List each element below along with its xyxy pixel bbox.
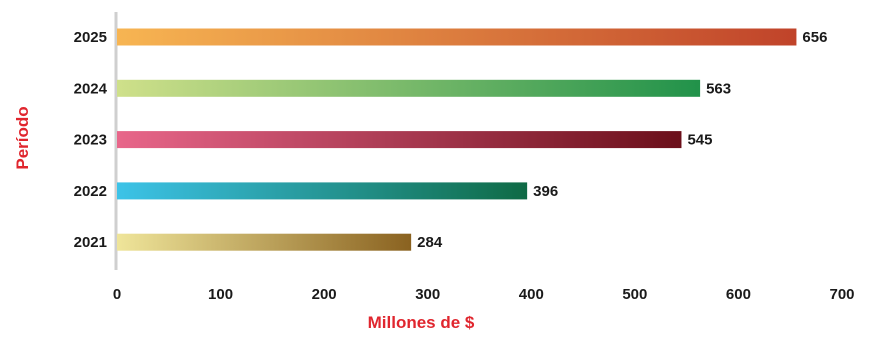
bars-layer: 2025 656 2024 563 2023 545 2022 396 2021 284 <box>74 28 827 251</box>
x-axis-title: Millones de $ <box>368 313 475 332</box>
y-axis-title: Período <box>13 106 32 169</box>
bar-2025 <box>117 28 797 46</box>
bar-2022 <box>117 182 528 200</box>
bar-2023 <box>117 131 682 149</box>
bar-2024 <box>117 79 701 97</box>
x-axis-ticks: 0 100 200 300 400 500 600 700 <box>113 286 855 303</box>
value-label: 656 <box>802 29 827 46</box>
x-tick-label: 300 <box>415 286 440 303</box>
category-label: 2025 <box>74 29 107 46</box>
value-label: 545 <box>687 132 712 149</box>
x-tick-label: 0 <box>113 286 121 303</box>
x-tick-label: 200 <box>312 286 337 303</box>
value-label: 563 <box>706 80 731 97</box>
value-label: 396 <box>533 183 558 200</box>
x-tick-label: 100 <box>208 286 233 303</box>
x-tick-label: 600 <box>726 286 751 303</box>
category-label: 2023 <box>74 132 107 149</box>
value-label: 284 <box>417 234 443 251</box>
category-label: 2022 <box>74 183 107 200</box>
category-label: 2024 <box>74 80 108 97</box>
category-label: 2021 <box>74 234 107 251</box>
x-tick-label: 500 <box>622 286 647 303</box>
bar-2021 <box>117 233 412 251</box>
x-tick-label: 700 <box>829 286 854 303</box>
x-tick-label: 400 <box>519 286 544 303</box>
